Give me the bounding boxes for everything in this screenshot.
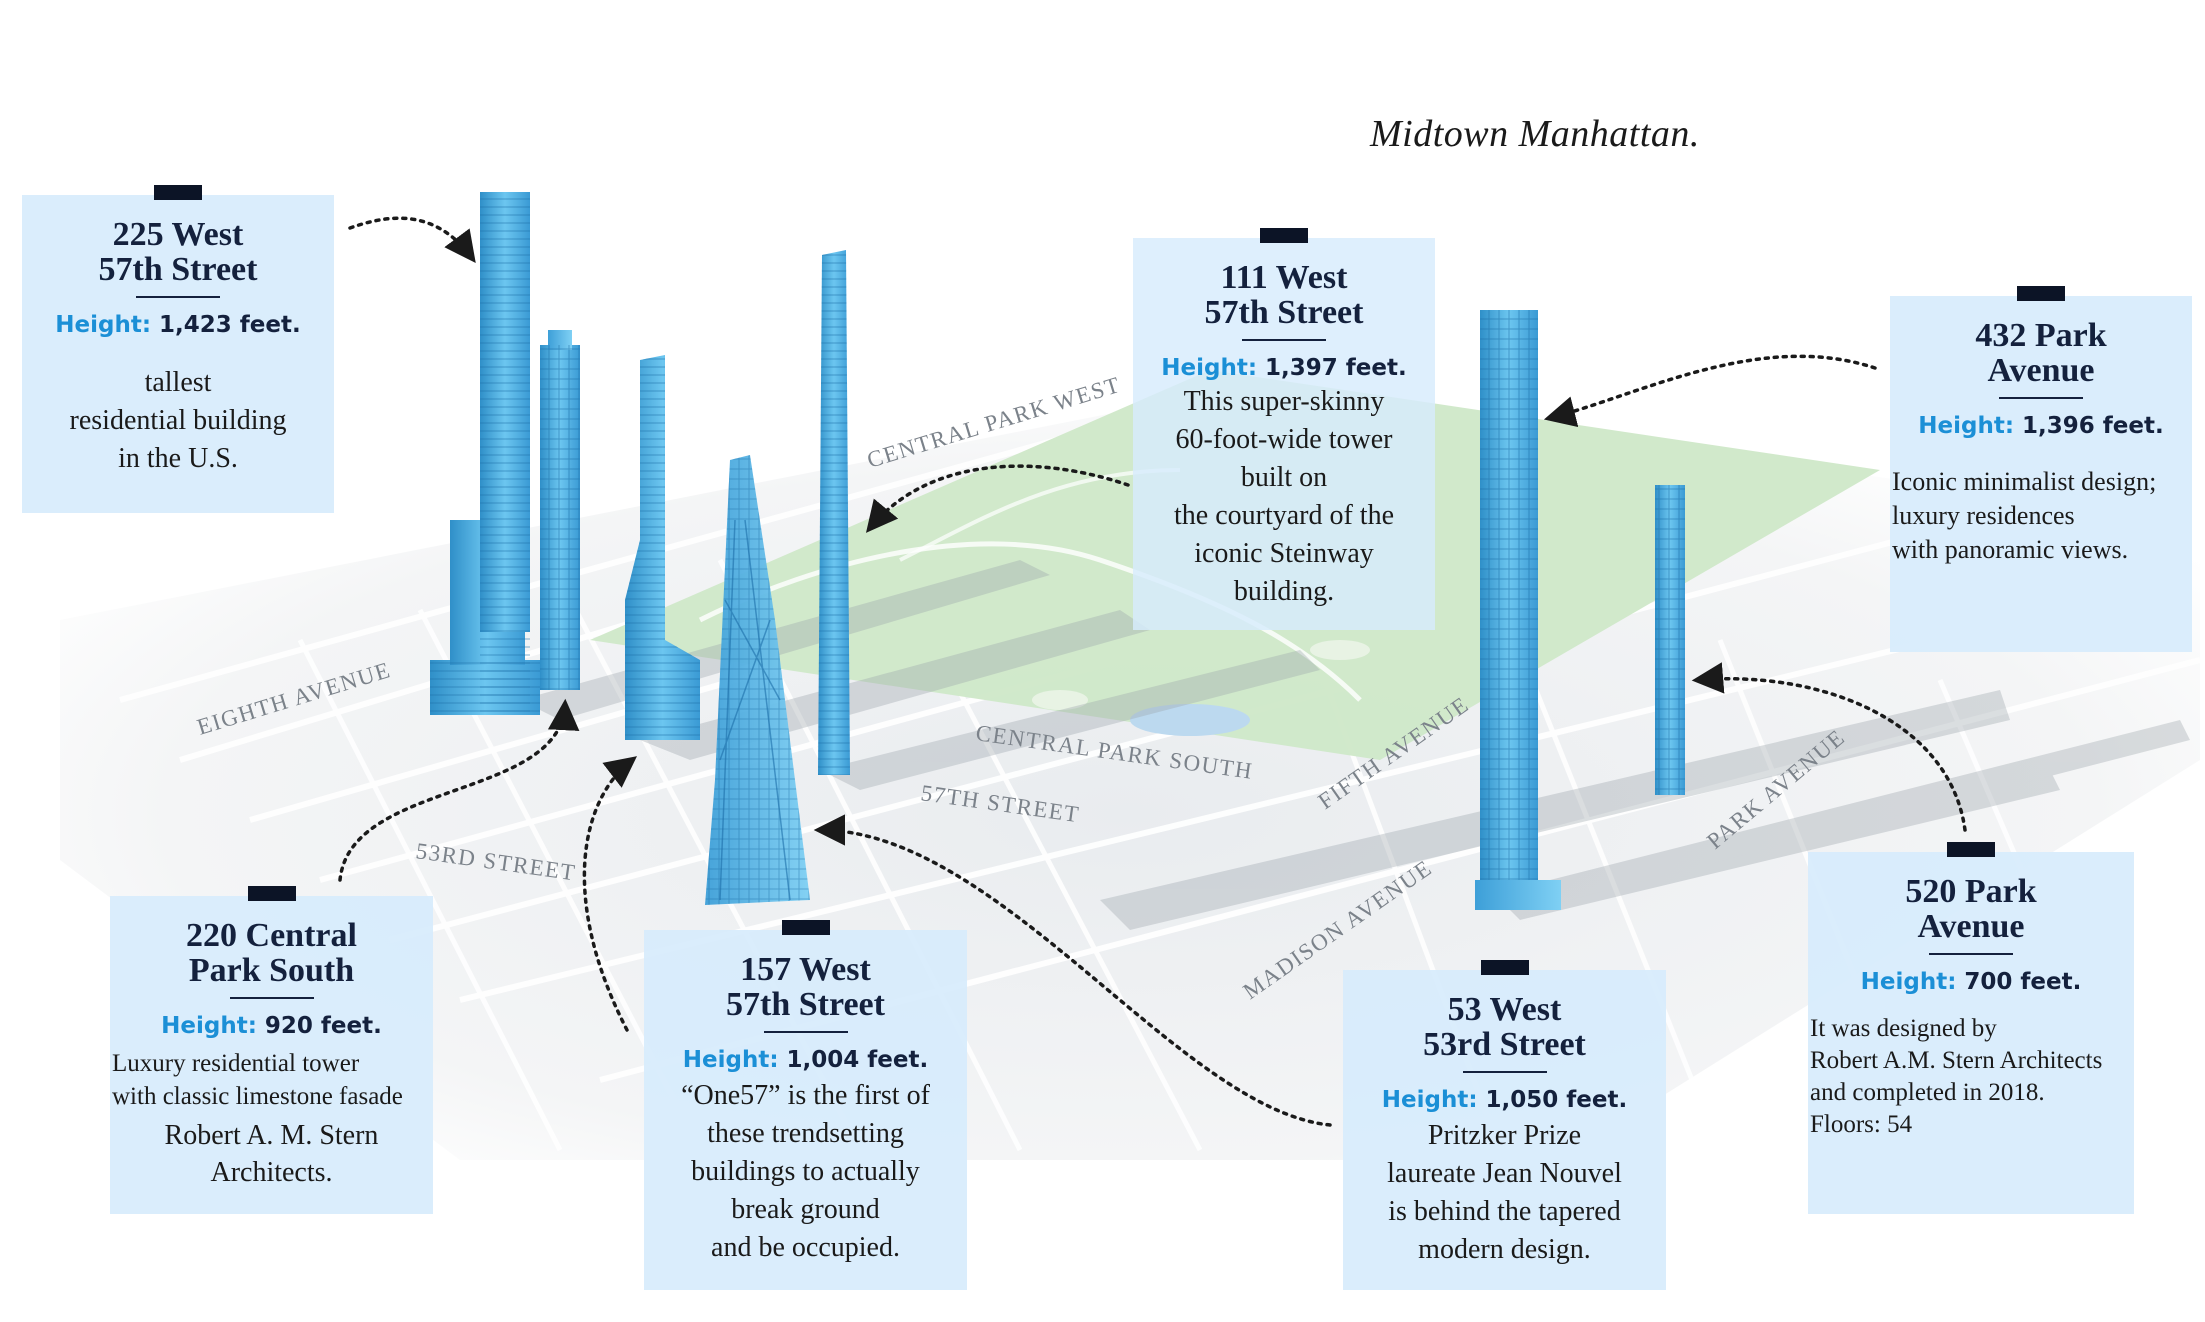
card-432-park-avenue: 432 Park Avenue Height: 1,396 feet. Iconi…	[1890, 286, 2192, 652]
architect-credit: Robert A. M. Stern Architects.	[164, 1120, 379, 1188]
building-height: Height: 1,397 feet.	[1133, 355, 1435, 381]
arrow-432-park	[1543, 354, 1877, 428]
name-line-2: 57th Street	[1204, 294, 1364, 331]
arrow-111-west	[865, 464, 1130, 533]
building-description: tallest residential building in the U.S.	[69, 367, 287, 474]
name-line-2: 57th Street	[726, 986, 885, 1023]
height-value: 920 feet.	[264, 1013, 382, 1039]
height-label: Height:	[55, 312, 152, 338]
tower-111-west-57th	[818, 250, 850, 775]
building-name: 520 Park Avenue	[1808, 874, 2134, 944]
building-description: It was designed by Robert A.M. Stern Arc…	[1810, 1015, 2103, 1138]
name-line-2: 53rd Street	[1423, 1026, 1586, 1063]
height-label: Height:	[682, 1047, 779, 1073]
divider	[136, 296, 220, 298]
building-height: Height: 920 feet.	[110, 1013, 433, 1039]
arrow-520-park	[1691, 662, 1967, 832]
name-line-1: 225 West	[112, 216, 244, 253]
card-220-central-park-south: 220 Central Park South Height: 920 feet. …	[110, 886, 433, 1214]
name-line-2: Avenue	[1987, 352, 2095, 389]
tower-111-west-57th-lower	[625, 355, 700, 740]
arrow-157-west	[582, 756, 637, 1032]
building-description: This super-skinny 60-foot-wide tower bui…	[1173, 386, 1395, 607]
name-line-1: 220 Central	[186, 917, 357, 954]
arrow-225-west	[348, 216, 476, 264]
building-description: Pritzker Prize laureate Jean Nouvel is b…	[1387, 1120, 1622, 1265]
height-label: Height:	[1860, 969, 1957, 995]
building-height: Height: 1,396 feet.	[1890, 413, 2192, 439]
building-name: 157 West 57th Street	[644, 952, 967, 1022]
building-height: Height: 1,423 feet.	[22, 312, 334, 338]
card-tab	[1260, 228, 1308, 243]
name-line-1: 111 West	[1220, 259, 1348, 296]
arrow-53-west	[813, 814, 1332, 1127]
building-description: Iconic minimalist design; luxury residen…	[1892, 467, 2157, 564]
card-tab	[1480, 960, 1529, 975]
name-line-2: 57th Street	[98, 251, 258, 288]
height-value: 700 feet.	[1964, 969, 2082, 995]
divider	[1242, 339, 1326, 341]
card-tab	[1947, 842, 1995, 857]
building-height: Height: 1,004 feet.	[644, 1047, 967, 1073]
height-value: 1,423 feet.	[159, 312, 301, 338]
building-description: Luxury residential tower with classic li…	[112, 1050, 403, 1110]
tower-157-west-57th	[705, 455, 810, 905]
arrow-220-cps	[338, 698, 580, 882]
divider	[1462, 1071, 1547, 1073]
tower-225-west-57th	[430, 192, 540, 715]
park-pond	[1130, 704, 1250, 736]
height-label: Height:	[161, 1013, 257, 1039]
height-value: 1,004 feet.	[786, 1047, 929, 1073]
tower-520-park-avenue	[1655, 485, 1685, 795]
card-tab	[781, 920, 830, 935]
height-value: 1,397 feet.	[1265, 355, 1407, 381]
card-53-west-53rd: 53 West 53rd Street Height: 1,050 feet. P…	[1343, 960, 1666, 1290]
building-name: 220 Central Park South	[110, 918, 433, 988]
name-line-1: 432 Park	[1975, 317, 2107, 354]
tower-220-central-park-south	[540, 330, 580, 690]
card-520-park-avenue: 520 Park Avenue Height: 700 feet. It was …	[1808, 842, 2134, 1214]
name-line-1: 157 West	[740, 951, 871, 988]
building-height: Height: 700 feet.	[1808, 969, 2134, 995]
name-line-2: Avenue	[1917, 908, 2025, 945]
building-name: 53 West 53rd Street	[1343, 992, 1666, 1062]
divider	[1929, 953, 2013, 955]
height-value: 1,050 feet.	[1485, 1087, 1628, 1113]
name-line-2: Park South	[188, 952, 355, 989]
tower-432-park-avenue	[1475, 310, 1561, 910]
building-name: 111 West 57th Street	[1133, 260, 1435, 330]
building-name: 225 West 57th Street	[22, 217, 334, 287]
connector-arrows	[338, 216, 1967, 1127]
divider	[229, 997, 314, 999]
name-line-1: 53 West	[1447, 991, 1562, 1028]
card-tab	[2017, 286, 2065, 301]
divider	[763, 1031, 848, 1033]
building-name: 432 Park Avenue	[1890, 318, 2192, 388]
height-label: Height:	[1918, 413, 2015, 439]
page-title: Midtown Manhattan.	[1370, 113, 1700, 155]
height-label: Height:	[1381, 1087, 1478, 1113]
card-157-west-57th: 157 West 57th Street Height: 1,004 feet. …	[644, 920, 967, 1290]
card-111-west-57th: 111 West 57th Street Height: 1,397 feet. …	[1133, 228, 1435, 630]
divider	[1999, 397, 2083, 399]
name-line-1: 520 Park	[1905, 873, 2037, 910]
card-tab	[247, 886, 296, 901]
card-tab	[154, 185, 202, 200]
building-height: Height: 1,050 feet.	[1343, 1087, 1666, 1113]
building-description: “One57” is the first of these trendsetti…	[681, 1080, 930, 1263]
height-value: 1,396 feet.	[2022, 413, 2164, 439]
height-label: Height:	[1161, 355, 1258, 381]
card-225-west-57th: 225 West 57th Street Height: 1,423 feet. …	[22, 185, 334, 513]
